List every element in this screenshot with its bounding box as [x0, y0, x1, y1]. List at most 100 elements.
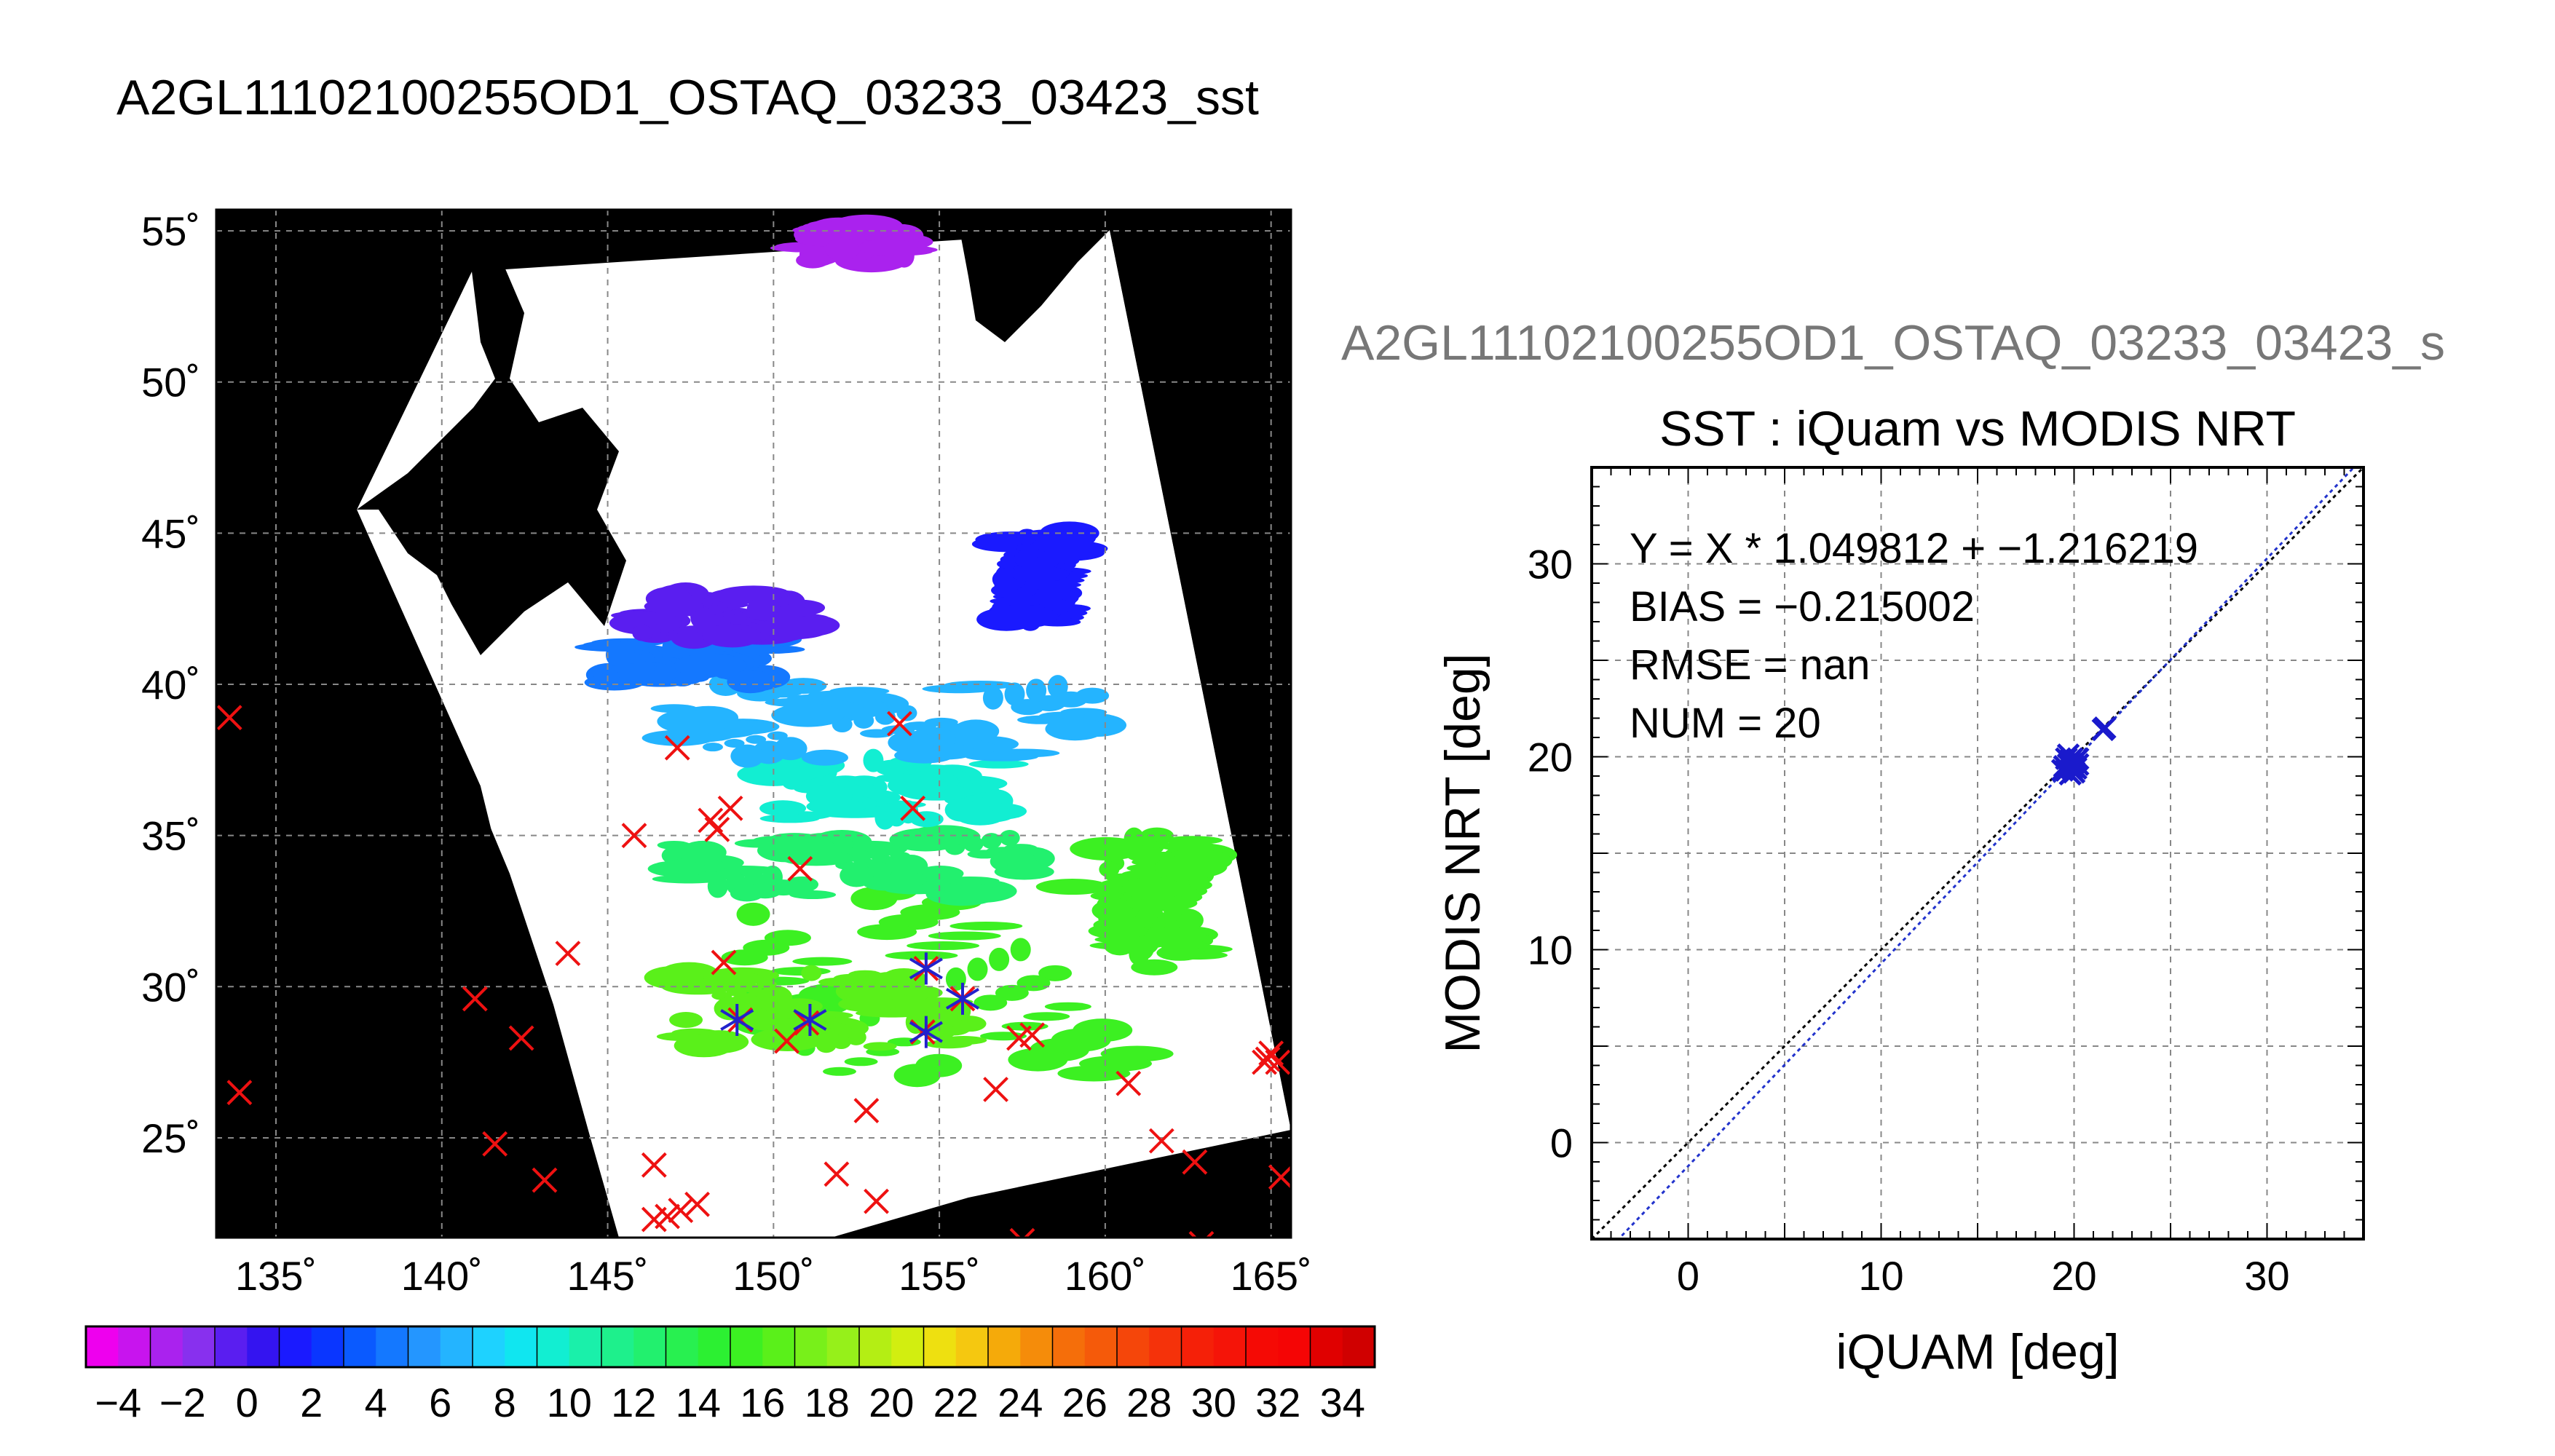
sst-pixel-cluster	[1123, 877, 1183, 901]
scatter-figure-title: A2GL11102100255OD1_OSTAQ_03233_03423_s	[1341, 315, 2446, 371]
colorbar-cell	[1117, 1326, 1150, 1367]
sst-pixel-cluster	[850, 887, 898, 911]
colorbar-label: −2	[159, 1380, 206, 1425]
land	[216, 210, 1291, 1238]
colorbar-cell	[1052, 1326, 1086, 1367]
scatter-point-stroke	[2058, 749, 2082, 772]
buoy-marker-stroke	[1148, 1128, 1174, 1154]
colorbar-label: 4	[365, 1380, 387, 1425]
colorbar-label: 6	[429, 1380, 451, 1425]
colorbar-label: 32	[1255, 1380, 1300, 1425]
sst-pixel-cluster	[746, 597, 781, 621]
colorbar: −4 −2 0 2 4 6 8 10 12 14 16 18 20 22 24 26 28 30 32 34	[84, 1325, 1376, 1425]
latitude-label: 55˚	[141, 208, 200, 254]
longitude-label: 140˚	[401, 1253, 483, 1299]
colorbar-cell	[473, 1326, 505, 1367]
buoy-marker-stroke	[824, 1161, 850, 1187]
longitude-label: 155˚	[899, 1253, 980, 1299]
longitude-label: 150˚	[732, 1253, 814, 1299]
sst-pixel-cluster	[1090, 891, 1124, 901]
sst-pixel-cluster	[1009, 566, 1070, 582]
y-tick-labels: 0 10 20 30	[1528, 542, 1573, 1166]
buoy-marker-stroke	[1182, 1149, 1208, 1175]
colorbar-cell	[1084, 1326, 1118, 1367]
colorbar-cell	[311, 1326, 344, 1367]
sst-clear-pixels	[574, 214, 1238, 1088]
sst-pixel-cluster	[967, 957, 988, 981]
buoy-marker	[532, 1167, 558, 1193]
sst-pixel-cluster	[746, 735, 767, 744]
colorbar-cell	[537, 1326, 570, 1367]
buoy-marker-stroke	[508, 1025, 534, 1051]
sst-pixel-cluster	[770, 967, 831, 976]
buoy-marker-stroke	[900, 795, 926, 821]
colorbar-cell	[182, 1326, 216, 1367]
buoy-marker	[508, 1025, 534, 1051]
sst-pixel-cluster	[609, 611, 682, 635]
scatter-point-stroke	[2066, 747, 2090, 770]
buoy-marker-stroke	[462, 986, 488, 1012]
sst-pixel-cluster	[730, 885, 764, 902]
sst-pixel-cluster	[822, 1067, 856, 1076]
latitude-label: 45˚	[141, 510, 200, 556]
colorbar-cell	[1181, 1326, 1215, 1367]
sst-patch	[609, 582, 840, 649]
buoy-marker-stroke	[887, 711, 912, 737]
colorbar-cell	[408, 1326, 441, 1367]
sst-pixel-cluster	[611, 663, 657, 673]
sst-pixel-cluster	[994, 863, 1054, 880]
sst-pixel-cluster	[1158, 913, 1180, 922]
sst-pixel-cluster	[857, 924, 917, 941]
sst-pixel-cluster	[767, 731, 788, 740]
buoy-marker-stroke	[853, 1098, 880, 1123]
sst-pixel-cluster	[982, 686, 1003, 710]
buoy-marker	[853, 1098, 880, 1123]
sst-pixel-cluster	[1158, 842, 1218, 851]
x-tick-label: 30	[2244, 1253, 2289, 1299]
colorbar-frame	[84, 1325, 1376, 1369]
sst-pixel-cluster	[1044, 1002, 1091, 1011]
sst-pixel-cluster	[669, 1011, 703, 1028]
sst-pixel-cluster	[974, 994, 1008, 1011]
colorbar-cell	[150, 1326, 183, 1367]
sst-pixel-cluster	[999, 829, 1020, 846]
sst-pixel-cluster	[801, 965, 822, 981]
sst-pixel-cluster	[968, 759, 1029, 769]
sst-pixel-cluster	[759, 800, 807, 817]
colorbar-label: 8	[494, 1380, 516, 1425]
buoy-marker-stroke	[983, 1077, 1008, 1102]
buoy-marker-stroke	[1009, 1227, 1022, 1238]
sst-pixel-cluster	[944, 798, 979, 822]
sst-pixel-cluster	[801, 749, 848, 766]
colorbar-cell	[633, 1326, 666, 1367]
buoy-marker	[226, 1080, 253, 1106]
sst-pixel-cluster	[925, 1040, 972, 1049]
sst-patch	[770, 214, 938, 273]
sst-pixel-cluster	[758, 616, 832, 640]
colorbar-cell	[1310, 1326, 1343, 1367]
map-frame	[215, 208, 1292, 1239]
buoy-marker-stroke	[698, 807, 724, 834]
buoy-marker-stroke	[482, 1131, 508, 1157]
colorbar-cell	[505, 1326, 537, 1367]
buoy-marker-stroke	[717, 795, 743, 821]
colorbar-cell	[601, 1326, 634, 1367]
colorbar-label: 10	[547, 1380, 592, 1425]
buoy-marker-stroke	[621, 823, 647, 849]
sst-patch	[647, 825, 1055, 906]
matched-marker	[909, 952, 943, 985]
buoy-marker	[1019, 1022, 1046, 1048]
matched-marker-stroke	[909, 957, 943, 980]
longitude-label: 160˚	[1065, 1253, 1146, 1299]
buoy-marker-stroke	[668, 1198, 694, 1224]
latitude-label: 35˚	[141, 813, 200, 859]
sst-pixel-cluster	[862, 874, 909, 891]
sst-patch	[1070, 827, 1238, 966]
sst-pixel-cluster	[730, 744, 765, 768]
sst-pixel-cluster	[907, 941, 980, 951]
figure-title: A2GL11102100255OD1_OSTAQ_03233_03423_sst	[117, 70, 1259, 125]
colorbar-cell	[794, 1326, 828, 1367]
sst-pixel-cluster	[818, 978, 853, 987]
colorbar-cell	[569, 1326, 602, 1367]
buoy-marker	[655, 1203, 680, 1230]
